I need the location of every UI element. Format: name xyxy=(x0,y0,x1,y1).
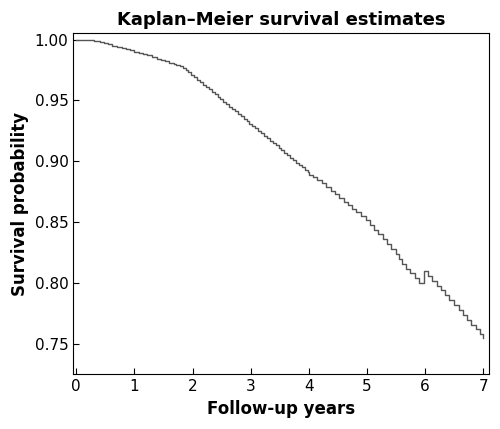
Title: Kaplan–Meier survival estimates: Kaplan–Meier survival estimates xyxy=(117,11,446,29)
Y-axis label: Survival probability: Survival probability xyxy=(11,112,29,296)
X-axis label: Follow-up years: Follow-up years xyxy=(207,400,355,418)
